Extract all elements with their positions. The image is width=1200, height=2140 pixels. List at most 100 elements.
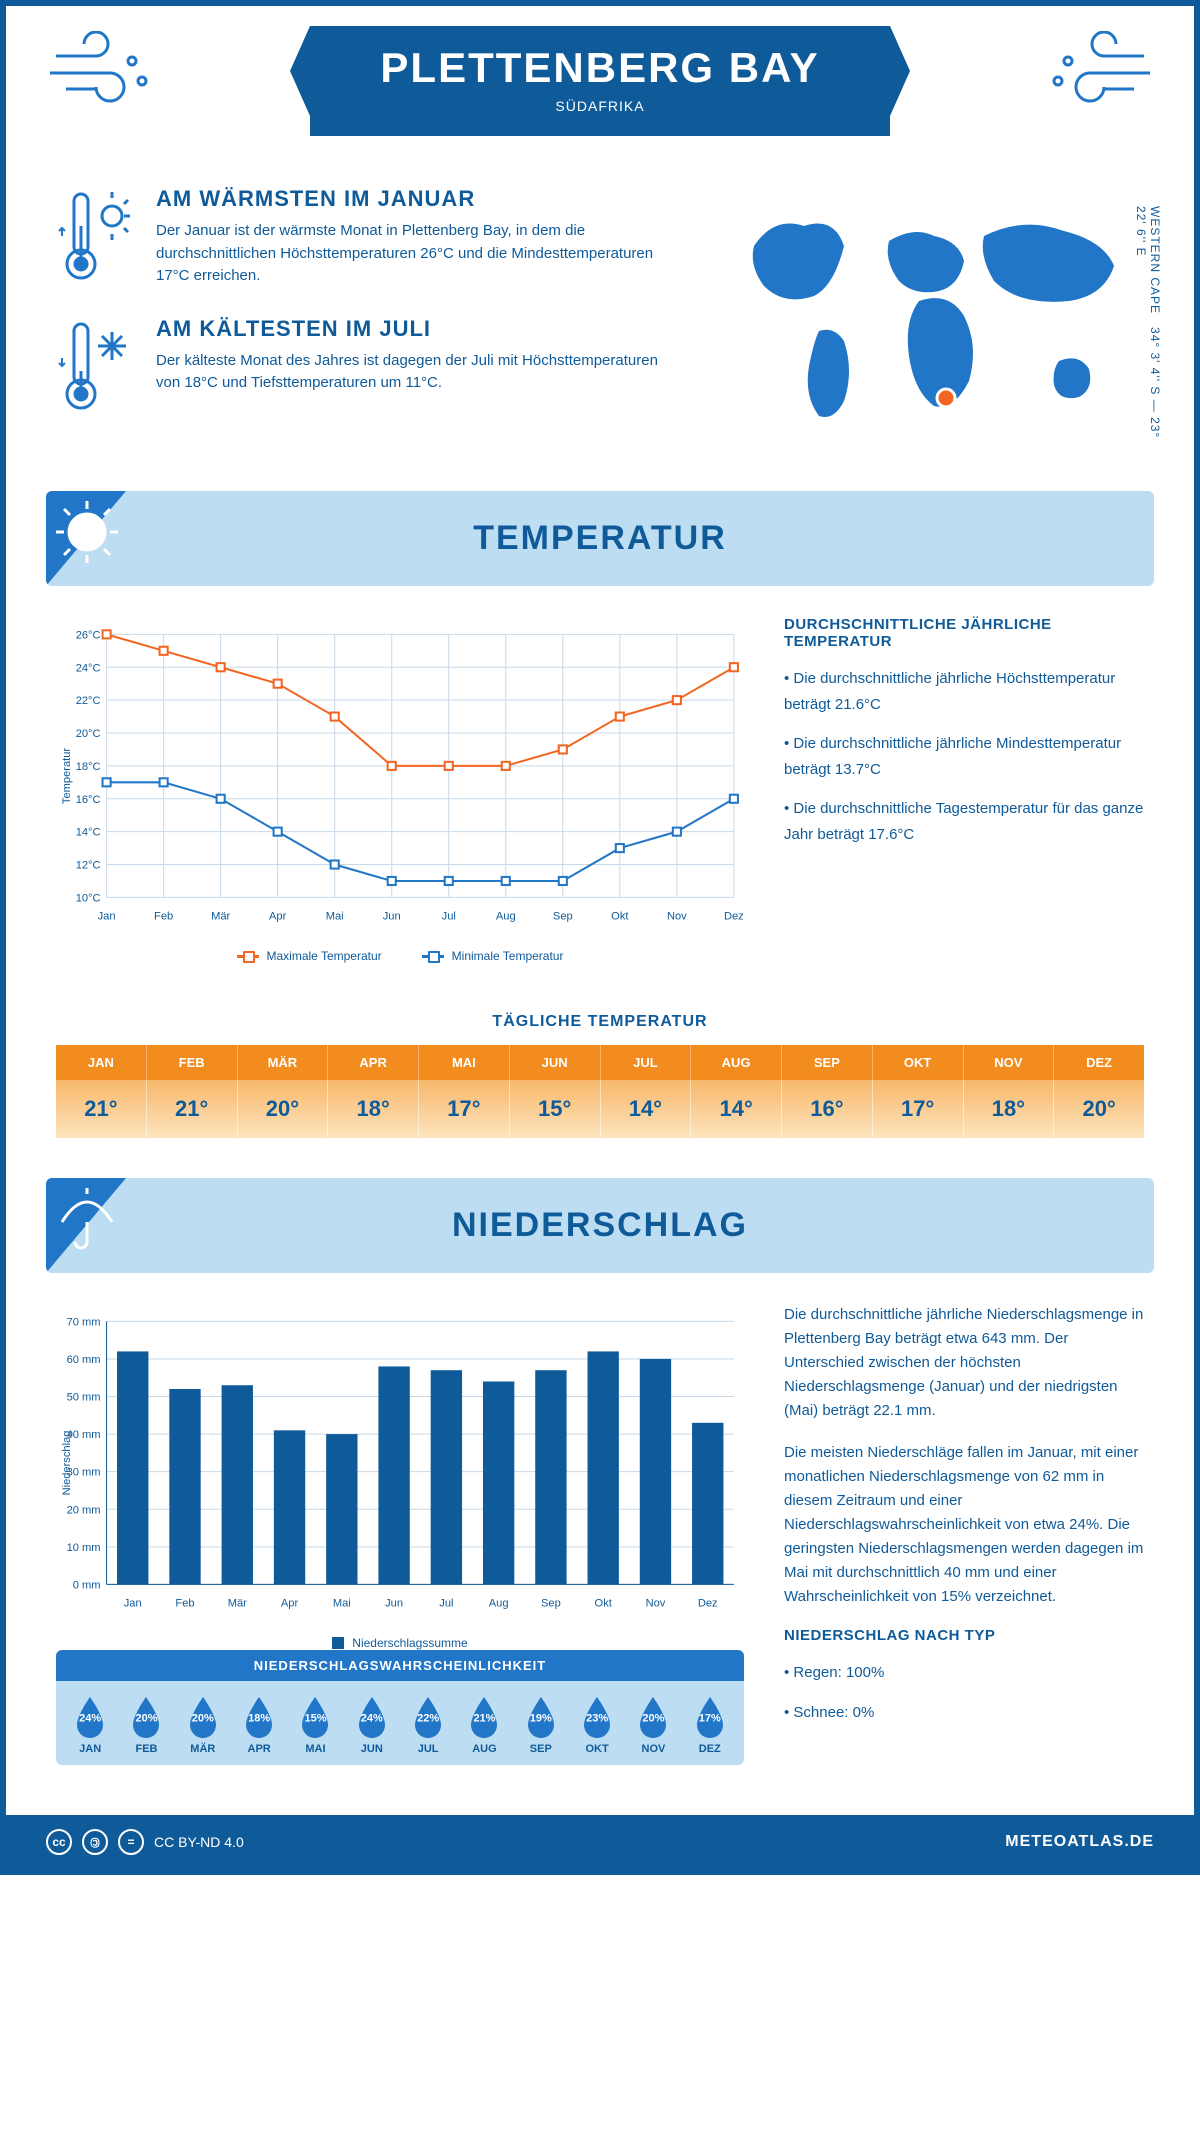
month-header: JUL <box>601 1045 692 1080</box>
svg-text:10 mm: 10 mm <box>67 1542 101 1554</box>
daily-temp-value: 17° <box>873 1080 964 1138</box>
prob-cell: 20%FEB <box>118 1695 174 1755</box>
month-header: APR <box>328 1045 419 1080</box>
umbrella-icon <box>52 1184 122 1254</box>
prob-cell: 18%APR <box>231 1695 287 1755</box>
svg-text:Mär: Mär <box>228 1598 247 1610</box>
temp-line-chart: 10°C 12°C 14°C 16°C 18°C 20°C 22°C 24°C 26°C Jan F… <box>56 616 744 936</box>
precip-prob-box: NIEDERSCHLAGSWAHRSCHEINLICHKEIT 24%JAN20… <box>56 1650 744 1765</box>
temp-section: 10°C 12°C 14°C 16°C 18°C 20°C 22°C 24°C 26°C Jan F… <box>6 616 1194 993</box>
location-marker <box>937 389 955 407</box>
by-icon: 🄯 <box>82 1829 108 1855</box>
prob-title: NIEDERSCHLAGSWAHRSCHEINLICHKEIT <box>56 1650 744 1681</box>
svg-text:14°C: 14°C <box>76 827 101 839</box>
fact-warmest: AM WÄRMSTEN IM JANUAR Der Januar ist der… <box>56 186 684 288</box>
precip-type-heading: NIEDERSCHLAG NACH TYP <box>784 1627 1144 1644</box>
thermometer-snow-icon <box>56 316 136 416</box>
svg-text:22°C: 22°C <box>76 695 101 707</box>
svg-text:50 mm: 50 mm <box>67 1392 101 1404</box>
svg-text:Feb: Feb <box>175 1598 194 1610</box>
prob-cell: 19%SEP <box>513 1695 569 1755</box>
svg-text:Aug: Aug <box>496 911 516 923</box>
page-title: PLETTENBERG BAY <box>380 44 819 92</box>
svg-text:16°C: 16°C <box>76 794 101 806</box>
fact-coldest: AM KÄLTESTEN IM JULI Der kälteste Monat … <box>56 316 684 416</box>
month-header: DEZ <box>1054 1045 1144 1080</box>
svg-text:Dez: Dez <box>698 1598 718 1610</box>
month-header: OKT <box>873 1045 964 1080</box>
month-header: MAI <box>419 1045 510 1080</box>
precip-legend: Niederschlagssumme <box>56 1636 744 1650</box>
daily-temp-value: 18° <box>964 1080 1055 1138</box>
svg-text:Dez: Dez <box>724 911 744 923</box>
prob-cell: 15%MAI <box>287 1695 343 1755</box>
precip-section: 0 mm10 mm20 mm30 mm40 mm50 mm60 mm70 mmJ… <box>6 1303 1194 1815</box>
world-map <box>724 186 1144 446</box>
svg-text:18°C: 18°C <box>76 761 101 773</box>
footer-site: METEOATLAS.DE <box>1005 1833 1154 1851</box>
svg-text:Niederschlag: Niederschlag <box>61 1431 73 1496</box>
svg-text:12°C: 12°C <box>76 860 101 872</box>
page-subtitle: SÜDAFRIKA <box>380 98 819 114</box>
wind-icon <box>1044 31 1154 111</box>
svg-text:Sep: Sep <box>541 1598 561 1610</box>
footer: cc 🄯 = CC BY-ND 4.0 METEOATLAS.DE <box>6 1815 1194 1869</box>
daily-temp-value: 20° <box>238 1080 329 1138</box>
prob-cell: 23%OKT <box>569 1695 625 1755</box>
svg-text:20°C: 20°C <box>76 728 101 740</box>
title-banner: PLETTENBERG BAY SÜDAFRIKA <box>310 26 889 136</box>
map-column: WESTERN CAPE 34° 3' 4'' S — 23° 22' 6'' … <box>724 186 1144 451</box>
svg-text:Jun: Jun <box>385 1598 403 1610</box>
month-header: JUN <box>510 1045 601 1080</box>
daily-temp-value: 18° <box>328 1080 419 1138</box>
facts-column: AM WÄRMSTEN IM JANUAR Der Januar ist der… <box>56 186 684 451</box>
month-header: AUG <box>691 1045 782 1080</box>
section-temperatur-bar: TEMPERATUR <box>46 491 1154 586</box>
infographic-page: PLETTENBERG BAY SÜDAFRIKA AM WÄRMSTEN IM… <box>0 0 1200 1875</box>
svg-text:Nov: Nov <box>667 911 687 923</box>
temp-text: DURCHSCHNITTLICHE JÄHRLICHE TEMPERATUR •… <box>784 616 1144 963</box>
svg-text:24°C: 24°C <box>76 662 101 674</box>
precip-text: Die durchschnittliche jährliche Niedersc… <box>784 1303 1144 1785</box>
thermometer-sun-icon <box>56 186 136 286</box>
fact-warm-text: Der Januar ist der wärmste Monat in Plet… <box>156 220 684 288</box>
temp-legend: Maximale Temperatur Minimale Temperatur <box>56 949 744 963</box>
prob-cell: 21%AUG <box>456 1695 512 1755</box>
daily-temp-title: TÄGLICHE TEMPERATUR <box>6 1013 1194 1031</box>
daily-temp-value: 21° <box>147 1080 238 1138</box>
cc-icon: cc <box>46 1829 72 1855</box>
daily-temp-table: JANFEBMÄRAPRMAIJUNJULAUGSEPOKTNOVDEZ 21°… <box>56 1045 1144 1138</box>
svg-text:Okt: Okt <box>611 911 628 923</box>
prob-cell: 24%JAN <box>62 1695 118 1755</box>
fact-cold-text: Der kälteste Monat des Jahres ist dagege… <box>156 350 684 395</box>
svg-text:Mai: Mai <box>333 1598 351 1610</box>
wind-icon <box>46 31 156 111</box>
month-header: SEP <box>782 1045 873 1080</box>
svg-text:Mär: Mär <box>211 911 230 923</box>
nd-icon: = <box>118 1829 144 1855</box>
svg-text:20 mm: 20 mm <box>67 1504 101 1516</box>
daily-temp-value: 15° <box>510 1080 601 1138</box>
sun-icon <box>52 497 122 567</box>
prob-cell: 24%JUN <box>344 1695 400 1755</box>
prob-cell: 17%DEZ <box>682 1695 738 1755</box>
svg-text:Aug: Aug <box>489 1598 509 1610</box>
svg-text:Jun: Jun <box>383 911 401 923</box>
svg-text:Jan: Jan <box>98 911 116 923</box>
svg-text:Feb: Feb <box>154 911 173 923</box>
fact-warm-title: AM WÄRMSTEN IM JANUAR <box>156 186 684 212</box>
svg-text:10°C: 10°C <box>76 892 101 904</box>
daily-temp-value: 14° <box>601 1080 692 1138</box>
daily-temp-value: 20° <box>1054 1080 1144 1138</box>
coords-label: WESTERN CAPE 34° 3' 4'' S — 23° 22' 6'' … <box>1134 206 1162 451</box>
svg-text:26°C: 26°C <box>76 629 101 641</box>
svg-text:Mai: Mai <box>326 911 344 923</box>
svg-text:Nov: Nov <box>646 1598 666 1610</box>
daily-temp-value: 16° <box>782 1080 873 1138</box>
svg-text:Apr: Apr <box>281 1598 299 1610</box>
svg-text:70 mm: 70 mm <box>67 1316 101 1328</box>
prob-cell: 20%NOV <box>625 1695 681 1755</box>
daily-temp-value: 17° <box>419 1080 510 1138</box>
svg-text:Jul: Jul <box>439 1598 453 1610</box>
section-temp-title: TEMPERATUR <box>46 519 1154 558</box>
